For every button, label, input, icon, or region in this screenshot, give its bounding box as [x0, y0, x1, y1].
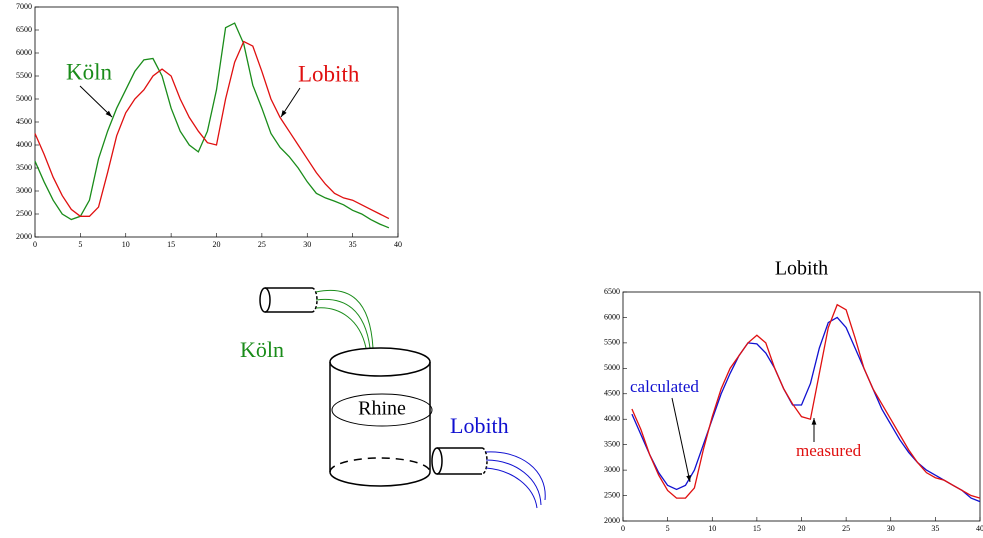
x-tick-label: 25 [258, 240, 266, 249]
series-line [35, 23, 389, 228]
annotation-arrow [672, 398, 690, 482]
y-tick-label: 5000 [16, 94, 32, 103]
x-tick-label: 35 [931, 524, 939, 533]
y-tick-label: 5500 [604, 338, 620, 347]
x-tick-label: 10 [122, 240, 130, 249]
x-tick-label: 20 [213, 240, 221, 249]
y-tick-label: 5500 [16, 71, 32, 80]
tank-top [330, 348, 430, 376]
y-tick-label: 2500 [16, 209, 32, 218]
y-tick-label: 2000 [16, 232, 32, 241]
annotation-arrow [80, 86, 112, 117]
y-tick-label: 5000 [604, 363, 620, 372]
x-tick-label: 0 [621, 524, 625, 533]
x-tick-label: 30 [887, 524, 895, 533]
arrow-head [812, 418, 817, 425]
y-tick-label: 4000 [16, 140, 32, 149]
series-line [632, 305, 980, 498]
diagram-label: Köln [240, 337, 284, 362]
arrow-head [281, 110, 287, 117]
tank-body [330, 362, 430, 486]
x-tick-label: 25 [842, 524, 850, 533]
x-tick-label: 5 [666, 524, 670, 533]
x-tick-label: 5 [78, 240, 82, 249]
lobith-pipe-end [432, 448, 442, 474]
plot-frame [623, 292, 980, 521]
y-tick-label: 7000 [16, 2, 32, 11]
lobith-pipe [437, 448, 482, 474]
y-tick-label: 4000 [604, 414, 620, 423]
x-tick-label: 40 [976, 524, 983, 533]
x-tick-label: 10 [708, 524, 716, 533]
diagram-label: Rhine [358, 398, 406, 420]
y-tick-label: 4500 [16, 117, 32, 126]
series-label: calculated [630, 377, 699, 396]
x-tick-label: 15 [753, 524, 761, 533]
x-tick-label: 20 [798, 524, 806, 533]
series-label: Köln [66, 59, 113, 84]
y-tick-label: 2500 [604, 490, 620, 499]
y-tick-label: 6000 [16, 48, 32, 57]
koln-pipe [265, 288, 312, 312]
y-tick-label: 2000 [604, 516, 620, 525]
lobith-flow [486, 452, 545, 508]
y-tick-label: 6000 [604, 312, 620, 321]
y-tick-label: 6500 [604, 287, 620, 296]
koln-flow [316, 290, 373, 348]
chart-title: Lobith [775, 258, 828, 280]
y-tick-label: 4500 [604, 389, 620, 398]
x-tick-label: 35 [349, 240, 357, 249]
series-label: measured [796, 441, 862, 460]
y-tick-label: 3000 [604, 465, 620, 474]
figure: Köln Rhine Lobith 2000250030003500400045… [0, 0, 983, 538]
tank-bottom [330, 458, 430, 472]
koln-pipe-end [260, 288, 270, 312]
y-tick-label: 3000 [16, 186, 32, 195]
x-tick-label: 15 [167, 240, 175, 249]
plot-frame [35, 7, 398, 237]
y-tick-label: 3500 [16, 163, 32, 172]
x-tick-label: 30 [303, 240, 311, 249]
series-label: Lobith [298, 61, 360, 86]
x-tick-label: 40 [394, 240, 402, 249]
x-tick-label: 0 [33, 240, 37, 249]
y-tick-label: 3500 [604, 439, 620, 448]
y-tick-label: 6500 [16, 25, 32, 34]
diagram-label: Lobith [450, 413, 509, 438]
